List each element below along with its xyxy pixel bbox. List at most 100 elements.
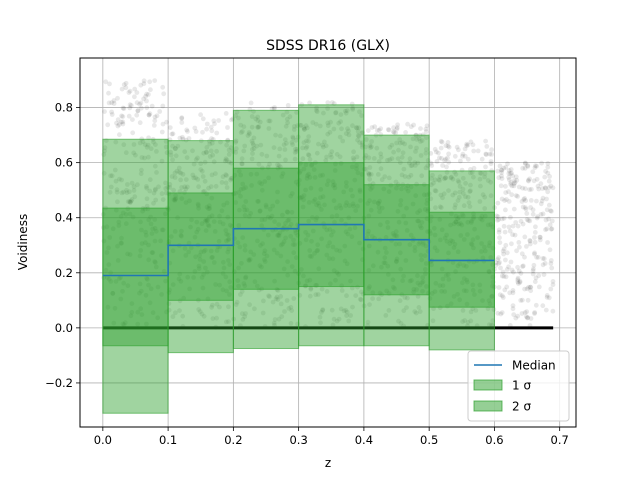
scatter-point-774 <box>239 161 245 167</box>
scatter-point-1400 <box>465 219 471 225</box>
scatter-point-1329 <box>473 308 479 313</box>
scatter-point-1804 <box>509 267 515 273</box>
scatter-point-460 <box>224 238 229 244</box>
scatter-point-911 <box>330 179 336 185</box>
scatter-point-1296 <box>369 185 375 190</box>
scatter-point-1198 <box>366 170 371 176</box>
scatter-point-202 <box>160 121 166 127</box>
scatter-point-1364 <box>482 213 488 219</box>
scatter-point-280 <box>178 232 184 238</box>
scatter-point-625 <box>240 317 246 322</box>
scatter-point-249 <box>155 315 161 321</box>
scatter-point-1309 <box>450 192 456 198</box>
scatter-point-311 <box>195 203 201 208</box>
scatter-point-913 <box>350 304 355 310</box>
scatter-point-1211 <box>393 130 399 136</box>
scatter-point-1085 <box>400 150 406 156</box>
scatter-point-1218 <box>404 205 409 211</box>
scatter-point-347 <box>200 129 205 135</box>
scatter-point-679 <box>276 222 282 228</box>
scatter-point-1157 <box>398 202 403 208</box>
scatter-point-138 <box>133 152 138 158</box>
scatter-point-1187 <box>397 137 403 142</box>
scatter-point-790 <box>307 157 313 162</box>
y-tick-label-1: 0.0 <box>55 321 73 335</box>
scatter-point-727 <box>267 206 273 212</box>
scatter-point-701 <box>282 147 288 152</box>
scatter-point-924 <box>355 137 360 143</box>
scatter-point-1240 <box>397 250 403 256</box>
scatter-point-1019 <box>325 131 331 137</box>
scatter-point-1024 <box>348 313 353 318</box>
scatter-point-766 <box>259 223 265 229</box>
scatter-point-40 <box>132 86 138 92</box>
scatter-point-1796 <box>550 279 556 284</box>
scatter-point-621 <box>233 150 239 155</box>
scatter-point-1642 <box>511 312 517 317</box>
scatter-point-1254 <box>418 139 423 144</box>
scatter-point-697 <box>263 204 269 210</box>
scatter-point-593 <box>236 115 241 121</box>
scatter-point-658 <box>238 186 244 192</box>
scatter-point-818 <box>306 138 311 144</box>
scatter-point-1421 <box>487 322 492 327</box>
scatter-point-1358 <box>461 288 467 293</box>
scatter-point-69 <box>121 142 127 148</box>
scatter-point-1808 <box>531 266 536 272</box>
scatter-point-1800 <box>549 226 555 232</box>
scatter-point-806 <box>350 105 356 111</box>
scatter-point-1651 <box>531 178 537 184</box>
scatter-point-607 <box>271 145 277 151</box>
scatter-point-281 <box>224 231 230 237</box>
scatter-point-1191 <box>384 250 389 255</box>
scatter-point-1009 <box>353 293 359 298</box>
scatter-point-182 <box>118 240 124 246</box>
scatter-point-448 <box>193 254 199 260</box>
scatter-point-998 <box>315 292 321 297</box>
scatter-point-1647 <box>532 235 537 240</box>
scatter-point-789 <box>341 308 347 314</box>
scatter-point-993 <box>320 172 326 178</box>
scatter-point-1201 <box>394 258 399 264</box>
scatter-point-1165 <box>417 309 423 314</box>
scatter-point-1114 <box>402 141 407 147</box>
scatter-point-1512 <box>488 161 494 167</box>
legend-sigma2-label: 2 σ <box>512 400 531 414</box>
scatter-point-843 <box>357 189 363 195</box>
scatter-point-1077 <box>408 124 414 130</box>
scatter-point-166 <box>159 191 165 197</box>
scatter-point-314 <box>182 149 188 155</box>
scatter-point-577 <box>258 142 264 148</box>
scatter-point-308 <box>224 157 230 163</box>
scatter-point-1136 <box>424 216 430 222</box>
scatter-point-640 <box>272 278 277 284</box>
scatter-point-874 <box>344 313 349 318</box>
scatter-point-1097 <box>367 143 373 149</box>
scatter-point-778 <box>233 146 239 152</box>
scatter-point-117 <box>137 290 142 296</box>
scatter-point-157 <box>121 322 127 328</box>
scatter-point-147 <box>115 258 121 263</box>
scatter-point-163 <box>144 275 150 281</box>
scatter-point-440 <box>214 248 220 253</box>
scatter-point-395 <box>221 202 227 208</box>
scatter-point-1184 <box>415 160 421 166</box>
scatter-point-604 <box>242 213 248 218</box>
scatter-point-871 <box>332 182 337 188</box>
scatter-point-1320 <box>486 298 492 303</box>
scatter-point-28 <box>127 88 133 94</box>
scatter-point-638 <box>256 199 261 204</box>
scatter-point-1159 <box>389 156 395 162</box>
scatter-point-0 <box>143 229 149 235</box>
scatter-point-1752 <box>530 271 536 277</box>
scatter-point-1738 <box>496 229 502 235</box>
scatter-point-184 <box>107 235 113 240</box>
scatter-point-107 <box>126 90 132 95</box>
scatter-point-1312 <box>442 158 447 163</box>
scatter-point-437 <box>177 271 183 277</box>
scatter-point-463 <box>228 145 234 151</box>
scatter-point-450 <box>229 117 234 123</box>
scatter-point-1162 <box>385 157 390 163</box>
x-tick-label-5: 0.5 <box>420 433 438 447</box>
scatter-point-403 <box>196 266 202 271</box>
